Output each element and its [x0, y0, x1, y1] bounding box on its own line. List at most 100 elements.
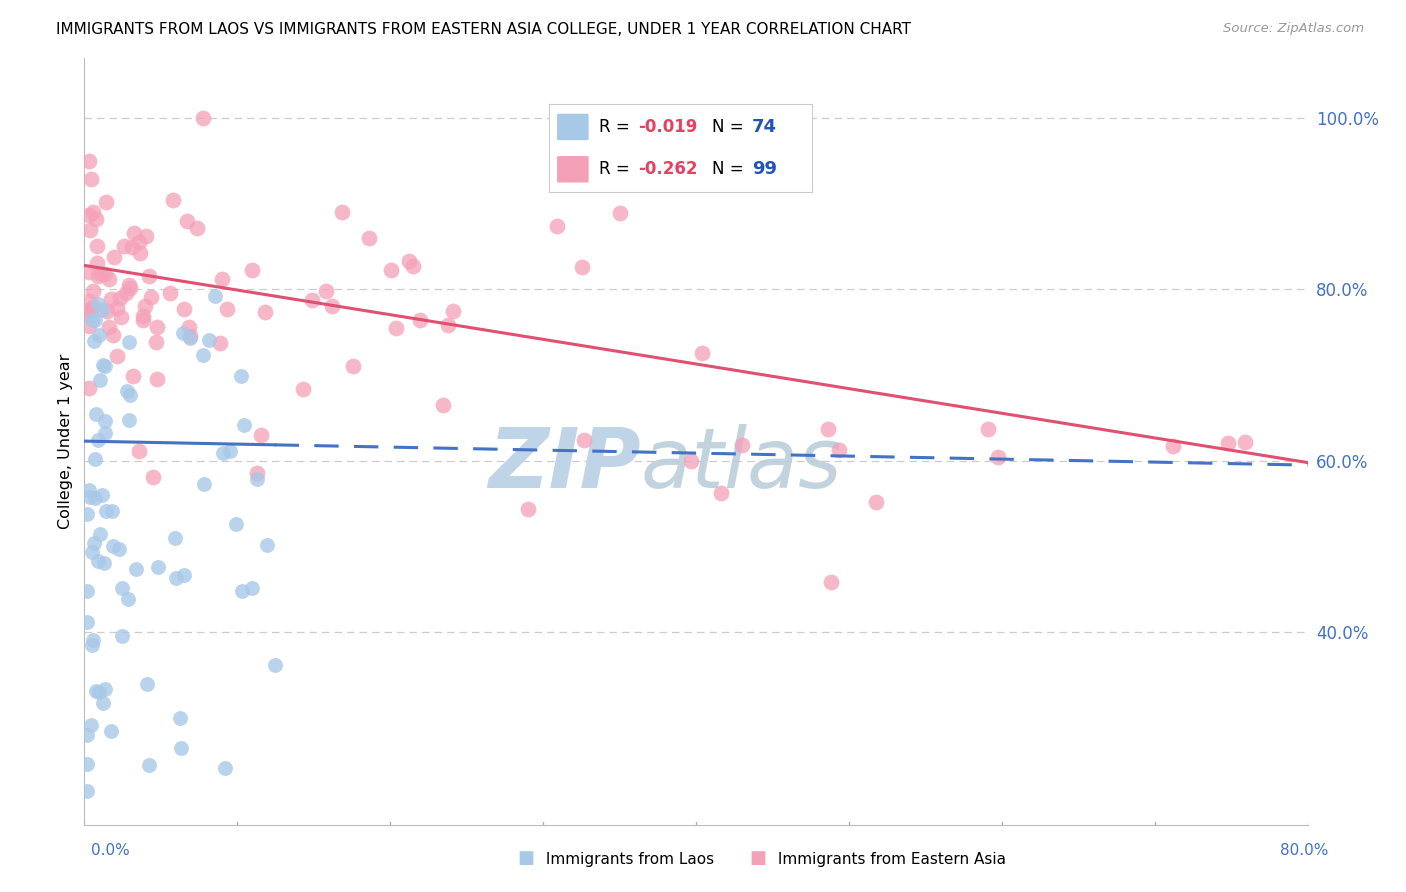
Point	[86, 408, 108, 422]
Point	[87, 297, 110, 311]
Point	[179, 328, 201, 343]
Point	[103, 250, 125, 264]
Point	[80, 313, 103, 327]
Point	[94, 414, 117, 428]
Point	[90, 267, 112, 281]
Point	[191, 111, 214, 125]
Point	[135, 676, 157, 690]
Point	[138, 269, 160, 284]
Point	[385, 321, 408, 335]
Point	[100, 723, 122, 738]
Point	[87, 268, 110, 283]
Point	[93, 426, 115, 441]
Point	[94, 504, 117, 518]
Point	[114, 285, 136, 300]
Point	[77, 208, 100, 222]
Point	[173, 568, 195, 582]
Text: 80.0%: 80.0%	[1281, 843, 1329, 858]
Point	[118, 278, 141, 293]
Point	[250, 427, 273, 442]
Point	[87, 327, 110, 342]
Point	[432, 398, 454, 412]
Point	[76, 756, 98, 771]
Point	[76, 507, 98, 521]
Point	[1216, 436, 1239, 450]
Point	[292, 383, 315, 397]
Point	[827, 443, 849, 458]
Point	[146, 319, 169, 334]
Point	[83, 536, 105, 550]
Point	[118, 281, 141, 295]
Point	[76, 784, 98, 798]
Point	[398, 253, 420, 268]
Point	[83, 451, 105, 466]
Point	[214, 761, 236, 775]
Point	[118, 335, 141, 350]
Point	[225, 517, 247, 532]
Point	[209, 336, 232, 351]
Point	[80, 718, 103, 732]
Point	[105, 301, 128, 315]
Point	[100, 292, 122, 306]
Point	[83, 334, 105, 348]
Point	[191, 348, 214, 362]
Point	[690, 346, 713, 360]
Point	[77, 293, 100, 308]
Point	[679, 454, 702, 468]
Point	[256, 538, 278, 552]
Point	[246, 472, 269, 486]
Point	[242, 581, 264, 595]
Point	[1161, 439, 1184, 453]
Point	[117, 384, 139, 398]
Point	[87, 554, 110, 568]
Point	[179, 319, 201, 334]
Point	[91, 358, 114, 372]
Point	[710, 485, 733, 500]
Point	[87, 685, 110, 699]
Point	[105, 349, 128, 363]
Point	[82, 632, 104, 647]
Point	[359, 231, 381, 245]
Y-axis label: College, Under 1 year: College, Under 1 year	[58, 354, 73, 529]
Point	[263, 657, 285, 672]
Point	[170, 740, 193, 755]
Point	[76, 583, 98, 598]
Point	[122, 368, 145, 383]
Point	[77, 318, 100, 333]
Point	[609, 132, 631, 146]
Point	[100, 504, 122, 518]
Point	[79, 490, 101, 504]
Point	[84, 212, 107, 227]
Point	[330, 205, 353, 219]
Text: atlas: atlas	[641, 424, 842, 505]
Point	[198, 333, 221, 347]
Point	[134, 299, 156, 313]
Point	[162, 193, 184, 207]
Point	[82, 300, 104, 314]
Point	[107, 541, 129, 556]
Point	[186, 220, 208, 235]
Point	[131, 310, 153, 324]
Point	[128, 235, 150, 250]
Point	[86, 238, 108, 252]
Point	[342, 359, 364, 373]
Point	[77, 265, 100, 279]
Point	[103, 327, 125, 342]
Point	[135, 229, 157, 244]
Point	[211, 445, 233, 459]
Point	[217, 301, 239, 316]
Point	[122, 226, 145, 240]
Text: Immigrants from Laos: Immigrants from Laos	[541, 852, 714, 867]
Point	[321, 299, 343, 313]
Point	[111, 581, 134, 595]
Point	[301, 293, 323, 307]
Point	[211, 272, 233, 286]
Point	[86, 256, 108, 270]
Point	[128, 246, 150, 260]
Point	[173, 301, 195, 316]
Point	[987, 450, 1010, 465]
Point	[84, 313, 107, 327]
Point	[437, 318, 460, 333]
Point	[229, 369, 252, 384]
Point	[245, 466, 267, 480]
